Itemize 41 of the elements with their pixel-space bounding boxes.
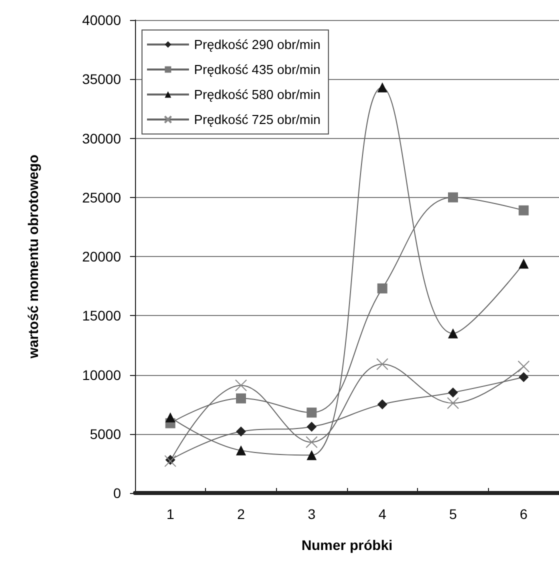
y-tick-label: 5000 — [90, 426, 122, 442]
x-tick-label: 6 — [520, 506, 528, 522]
y-tick-label: 10000 — [82, 366, 122, 383]
point — [518, 205, 529, 216]
y-tick-label: 40000 — [82, 12, 122, 28]
point — [306, 422, 317, 432]
x-tick-label: 3 — [308, 506, 316, 522]
point — [235, 379, 247, 392]
point — [518, 372, 529, 382]
point — [236, 393, 246, 404]
x-tick-label: 5 — [449, 506, 458, 522]
point — [236, 426, 246, 437]
point — [448, 387, 458, 398]
point — [377, 399, 388, 410]
x-axis-title: Numer próbki — [301, 537, 393, 553]
legend-label: Prędkość 435 obr/min — [194, 62, 320, 77]
y-tick-label: 0 — [113, 485, 122, 501]
y-tick-label: 15000 — [82, 308, 122, 324]
y-tick-label: 20000 — [82, 248, 122, 264]
point — [377, 283, 388, 294]
y-tick-label: 30000 — [82, 130, 122, 146]
point — [165, 412, 176, 422]
y-tick-label: 35000 — [82, 71, 122, 88]
legend-label: Prędkość 580 obr/min — [194, 87, 320, 102]
point — [306, 436, 318, 448]
legend-label: Prędkość 290 obr/min — [194, 37, 320, 52]
y-axis-title: wartość momentu obrotowego — [25, 154, 41, 360]
x-tick-label: 1 — [166, 506, 174, 522]
point — [236, 445, 246, 456]
point — [306, 450, 317, 460]
point — [448, 328, 458, 338]
legend-label: Prędkość 725 obr/min — [194, 112, 320, 127]
point — [306, 408, 317, 418]
point — [377, 82, 388, 92]
point — [518, 258, 529, 269]
y-tick-label: 25000 — [82, 189, 122, 206]
x-tick-label: 2 — [237, 506, 246, 522]
x-tick-label: 4 — [378, 506, 386, 522]
point — [447, 397, 459, 410]
point — [518, 360, 530, 372]
point — [448, 192, 458, 202]
